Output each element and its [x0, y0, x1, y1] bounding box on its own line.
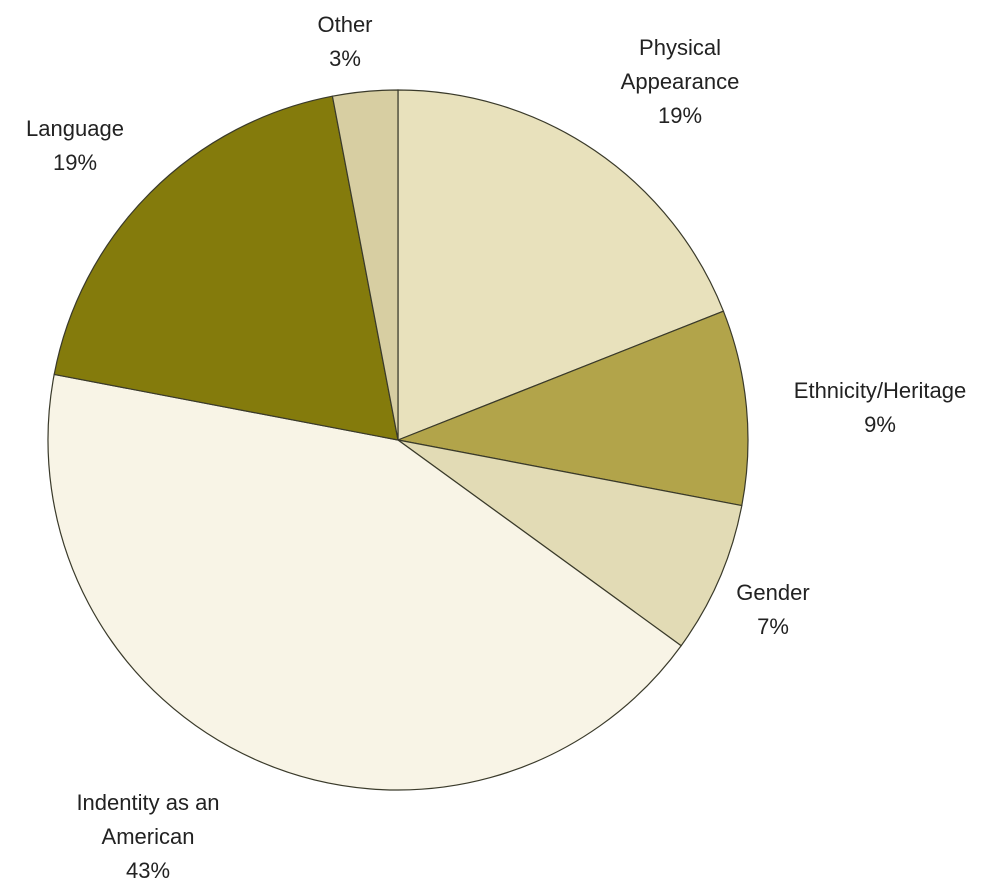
pie-label-text: Physical [639, 35, 721, 60]
pie-label-text: American [102, 824, 195, 849]
pie-slice-0 [397, 89, 725, 441]
pie-slice-5 [331, 89, 399, 441]
pie-slice-4 [53, 95, 399, 441]
pie-label-value: 3% [329, 46, 361, 71]
pie-label-text: Appearance [621, 69, 740, 94]
pie-label-value: 7% [757, 614, 789, 639]
pie-slices [47, 89, 749, 791]
pie-label-4: Language 19% [26, 116, 124, 175]
pie-label-3: Indentity as an American 43% [76, 790, 219, 883]
pie-label-text: Other [317, 12, 372, 37]
pie-label-text: Ethnicity/Heritage [794, 378, 966, 403]
pie-label-2: Gender 7% [736, 580, 809, 639]
pie-slice-3 [47, 373, 682, 791]
pie-label-value: 43% [126, 858, 170, 883]
pie-labels: Physical Appearance 19% Ethnicity/Heritage 9… [26, 12, 966, 883]
pie-label-0: Physical Appearance 19% [621, 35, 740, 128]
pie-label-value: 19% [658, 103, 702, 128]
pie-label-text: Indentity as an [76, 790, 219, 815]
pie-label-5: Other 3% [317, 12, 372, 71]
pie-slice-1 [395, 310, 749, 507]
pie-label-text: Language [26, 116, 124, 141]
pie-slice-2 [397, 439, 743, 647]
pie-label-value: 19% [53, 150, 97, 175]
pie-label-text: Gender [736, 580, 809, 605]
pie-label-1: Ethnicity/Heritage 9% [794, 378, 966, 437]
pie-label-value: 9% [864, 412, 896, 437]
